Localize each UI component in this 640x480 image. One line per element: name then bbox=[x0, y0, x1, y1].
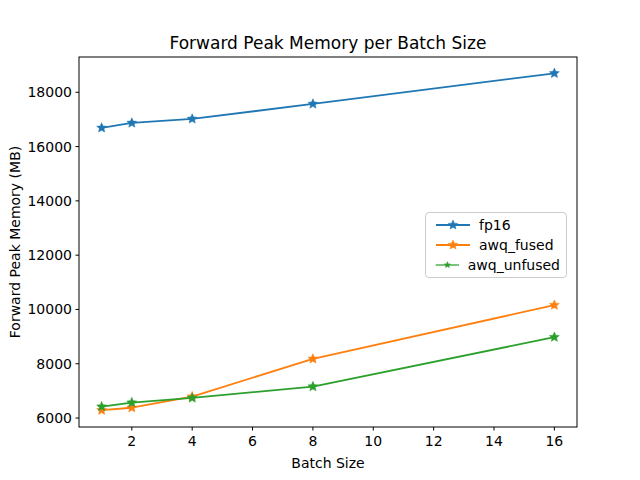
marker-fp16-x16 bbox=[549, 68, 559, 77]
marker-awq_fused-x16 bbox=[549, 300, 559, 309]
marker-awq_unfused-x8 bbox=[308, 381, 318, 390]
legend-label: fp16 bbox=[479, 218, 511, 232]
marker-fp16-x2 bbox=[127, 118, 137, 127]
y-tick-label-14000: 14000 bbox=[27, 193, 72, 209]
x-tick-label-8: 8 bbox=[308, 433, 317, 449]
marker-awq_fused-x8 bbox=[308, 354, 318, 363]
x-tick-label-16: 16 bbox=[545, 433, 563, 449]
x-tick-label-2: 2 bbox=[127, 433, 136, 449]
legend-line-sample-icon bbox=[435, 218, 471, 232]
x-axis-label: Batch Size bbox=[79, 455, 577, 471]
y-tick-label-8000: 8000 bbox=[36, 356, 72, 372]
y-tick-label-6000: 6000 bbox=[36, 410, 72, 426]
series-line-fp16 bbox=[102, 73, 555, 128]
legend: fp16 awq_fused awq_unfused bbox=[425, 212, 567, 278]
y-tick-label-12000: 12000 bbox=[27, 247, 72, 263]
legend-line-sample-icon bbox=[435, 258, 460, 272]
x-tick-label-12: 12 bbox=[425, 433, 443, 449]
legend-item-awq-fused: awq_fused bbox=[435, 235, 560, 255]
series-line-awq_fused bbox=[102, 305, 555, 410]
y-tick-label-18000: 18000 bbox=[27, 84, 72, 100]
x-tick-label-10: 10 bbox=[364, 433, 382, 449]
legend-item-fp16: fp16 bbox=[435, 215, 560, 235]
y-tick-label-16000: 16000 bbox=[27, 139, 72, 155]
x-tick-label-4: 4 bbox=[188, 433, 197, 449]
legend-line-sample-icon bbox=[435, 238, 471, 252]
x-tick-label-6: 6 bbox=[248, 433, 257, 449]
y-tick-label-10000: 10000 bbox=[27, 301, 72, 317]
marker-awq_unfused-x16 bbox=[549, 332, 559, 341]
marker-awq_unfused-x4 bbox=[187, 393, 197, 402]
legend-label: awq_unfused bbox=[468, 258, 560, 272]
series-line-awq_unfused bbox=[102, 337, 555, 406]
x-tick-label-14: 14 bbox=[485, 433, 503, 449]
figure: Forward Peak Memory per Batch Size Forwa… bbox=[0, 0, 640, 480]
legend-item-awq-unfused: awq_unfused bbox=[435, 255, 560, 275]
marker-fp16-x4 bbox=[187, 114, 197, 123]
legend-label: awq_fused bbox=[479, 238, 554, 252]
marker-fp16-x8 bbox=[308, 99, 318, 108]
marker-fp16-x1 bbox=[97, 123, 107, 132]
